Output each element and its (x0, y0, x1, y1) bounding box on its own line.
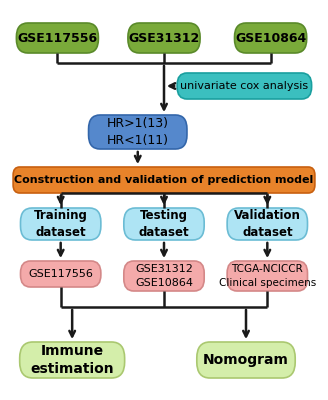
Text: Training
dataset: Training dataset (34, 209, 88, 239)
FancyBboxPatch shape (89, 115, 187, 149)
FancyBboxPatch shape (227, 208, 307, 240)
FancyBboxPatch shape (20, 261, 101, 287)
FancyBboxPatch shape (197, 342, 295, 378)
FancyBboxPatch shape (20, 208, 101, 240)
FancyBboxPatch shape (235, 23, 307, 53)
FancyBboxPatch shape (13, 167, 315, 193)
Text: HR>1(13)
HR<1(11): HR>1(13) HR<1(11) (107, 117, 169, 147)
Text: Testing
dataset: Testing dataset (139, 209, 189, 239)
FancyBboxPatch shape (16, 23, 98, 53)
Text: GSE31312: GSE31312 (128, 32, 200, 44)
Text: univariate cox analysis: univariate cox analysis (180, 81, 308, 91)
Text: Immune
estimation: Immune estimation (31, 344, 114, 376)
Text: Construction and validation of prediction model: Construction and validation of predictio… (14, 175, 314, 185)
Text: GSE117556: GSE117556 (28, 269, 93, 279)
FancyBboxPatch shape (124, 208, 204, 240)
FancyBboxPatch shape (124, 261, 204, 291)
FancyBboxPatch shape (177, 73, 312, 99)
Text: GSE31312
GSE10864: GSE31312 GSE10864 (135, 264, 193, 288)
Text: TCGA-NCICCR
Clinical specimens: TCGA-NCICCR Clinical specimens (219, 264, 316, 288)
Text: Nomogram: Nomogram (203, 353, 289, 367)
FancyBboxPatch shape (20, 342, 125, 378)
FancyBboxPatch shape (128, 23, 200, 53)
FancyBboxPatch shape (227, 261, 307, 291)
Text: Validation
dataset: Validation dataset (234, 209, 301, 239)
Text: GSE117556: GSE117556 (17, 32, 97, 44)
Text: GSE10864: GSE10864 (235, 32, 306, 44)
